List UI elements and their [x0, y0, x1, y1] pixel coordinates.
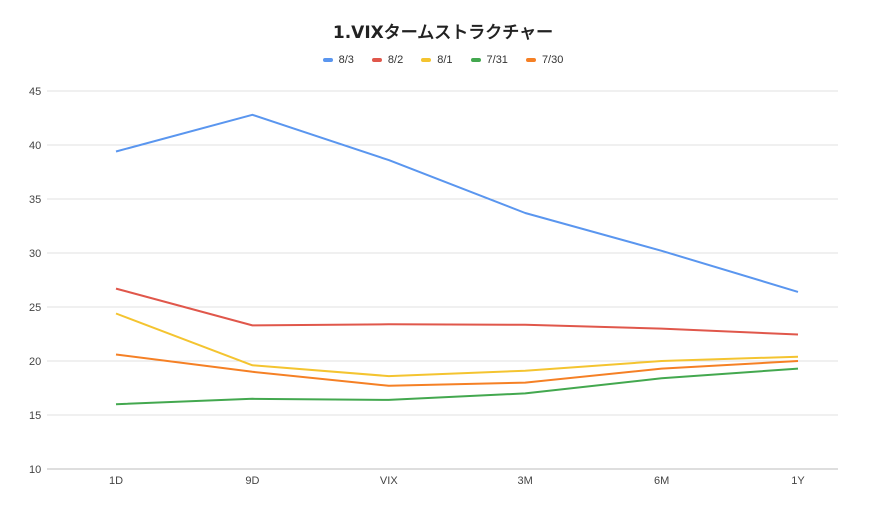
y-tick-label: 20 — [29, 356, 41, 368]
chart-title: 1.VIXタームストラクチャー — [332, 23, 554, 43]
legend-label: 7/30 — [541, 54, 564, 66]
legend-item: 7/31 — [470, 54, 508, 66]
legend-label: 8/2 — [387, 54, 404, 66]
series-line-8-2 — [115, 287, 799, 336]
x-tick-label: 9D — [245, 475, 259, 487]
y-tick-label: 40 — [29, 140, 41, 152]
series-line-8-1 — [115, 312, 799, 378]
legend-item: 8/3 — [322, 54, 354, 66]
x-tick-label: 3M — [518, 475, 533, 487]
legend-swatch — [371, 58, 382, 62]
y-tick-label: 35 — [29, 194, 41, 206]
legend-swatch — [525, 58, 536, 62]
legend-item: 7/30 — [525, 54, 564, 66]
legend-swatch — [322, 58, 333, 62]
x-tick-label: 1Y — [791, 475, 805, 487]
legend-swatch — [421, 58, 432, 62]
legend-item: 8/2 — [371, 54, 404, 66]
legend-swatch — [470, 58, 481, 62]
series-line-7-30 — [115, 353, 799, 387]
x-tick-label: 6M — [654, 475, 669, 487]
legend-label: 8/3 — [338, 54, 354, 66]
legend-label: 7/31 — [486, 54, 508, 66]
x-tick-label: VIX — [380, 475, 398, 487]
series-line-7-31 — [115, 367, 799, 406]
y-tick-label: 30 — [29, 248, 41, 260]
y-tick-label: 25 — [29, 302, 41, 314]
legend-item: 8/1 — [421, 54, 453, 66]
y-tick-label: 15 — [29, 410, 41, 422]
x-tick-label: 1D — [109, 475, 123, 487]
chart-legend: 8/3 8/2 8/1 7/31 7/30 — [0, 54, 886, 66]
y-tick-label: 10 — [29, 464, 41, 476]
legend-label: 8/1 — [437, 54, 453, 66]
series-line-8-3 — [115, 113, 799, 293]
y-tick-label: 45 — [29, 86, 41, 98]
